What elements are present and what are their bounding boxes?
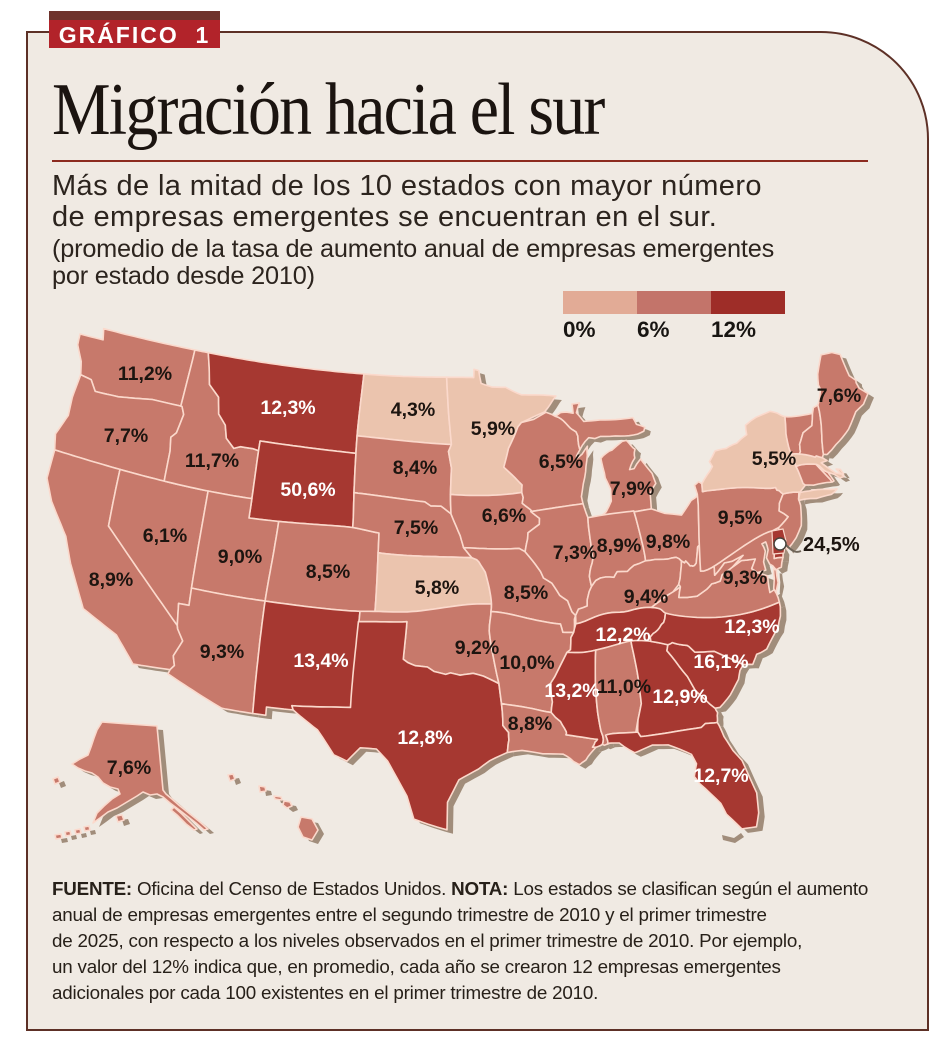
svg-text:5,8%: 5,8% <box>415 577 459 599</box>
svg-text:16,1%: 16,1% <box>693 651 748 673</box>
svg-text:12,3%: 12,3% <box>724 616 779 638</box>
svg-text:8,5%: 8,5% <box>306 561 350 583</box>
svg-text:7,5%: 7,5% <box>394 517 438 539</box>
svg-text:12,7%: 12,7% <box>693 765 748 787</box>
svg-text:7,7%: 7,7% <box>104 425 148 447</box>
svg-text:11,2%: 11,2% <box>118 363 172 385</box>
svg-text:6%: 6% <box>637 317 670 342</box>
svg-text:9,8%: 9,8% <box>646 531 690 553</box>
svg-text:8,9%: 8,9% <box>597 535 641 557</box>
svg-text:9,4%: 9,4% <box>624 586 668 608</box>
svg-text:11,0%: 11,0% <box>597 676 651 698</box>
svg-text:7,3%: 7,3% <box>553 542 597 564</box>
svg-text:8,4%: 8,4% <box>393 457 437 479</box>
svg-text:7,6%: 7,6% <box>107 757 151 779</box>
svg-text:6,1%: 6,1% <box>143 525 187 547</box>
svg-text:0%: 0% <box>563 317 596 342</box>
svg-text:13,4%: 13,4% <box>293 650 348 672</box>
svg-text:12,2%: 12,2% <box>595 624 650 646</box>
svg-text:10,0%: 10,0% <box>499 652 554 674</box>
svg-text:7,6%: 7,6% <box>817 385 861 407</box>
svg-text:5,9%: 5,9% <box>471 418 515 440</box>
svg-text:11,7%: 11,7% <box>185 450 239 472</box>
svg-text:9,5%: 9,5% <box>718 507 762 529</box>
svg-text:24,5%: 24,5% <box>803 534 860 556</box>
svg-text:9,0%: 9,0% <box>218 546 262 568</box>
svg-text:8,9%: 8,9% <box>89 569 133 591</box>
svg-text:12,9%: 12,9% <box>652 686 707 708</box>
svg-text:9,3%: 9,3% <box>200 641 244 663</box>
svg-text:12,3%: 12,3% <box>260 397 315 419</box>
svg-text:6,5%: 6,5% <box>539 451 583 473</box>
svg-text:6,6%: 6,6% <box>482 505 526 527</box>
svg-text:5,5%: 5,5% <box>752 448 796 470</box>
svg-text:9,2%: 9,2% <box>455 637 499 659</box>
svg-text:4,3%: 4,3% <box>391 399 435 421</box>
svg-text:9,3%: 9,3% <box>723 567 767 589</box>
svg-text:13,2%: 13,2% <box>544 680 599 702</box>
svg-text:50,6%: 50,6% <box>280 479 335 501</box>
svg-text:8,5%: 8,5% <box>504 582 548 604</box>
svg-text:12,8%: 12,8% <box>397 727 452 749</box>
svg-text:8,8%: 8,8% <box>508 713 552 735</box>
svg-text:12%: 12% <box>711 317 756 342</box>
svg-text:7,9%: 7,9% <box>610 478 654 500</box>
